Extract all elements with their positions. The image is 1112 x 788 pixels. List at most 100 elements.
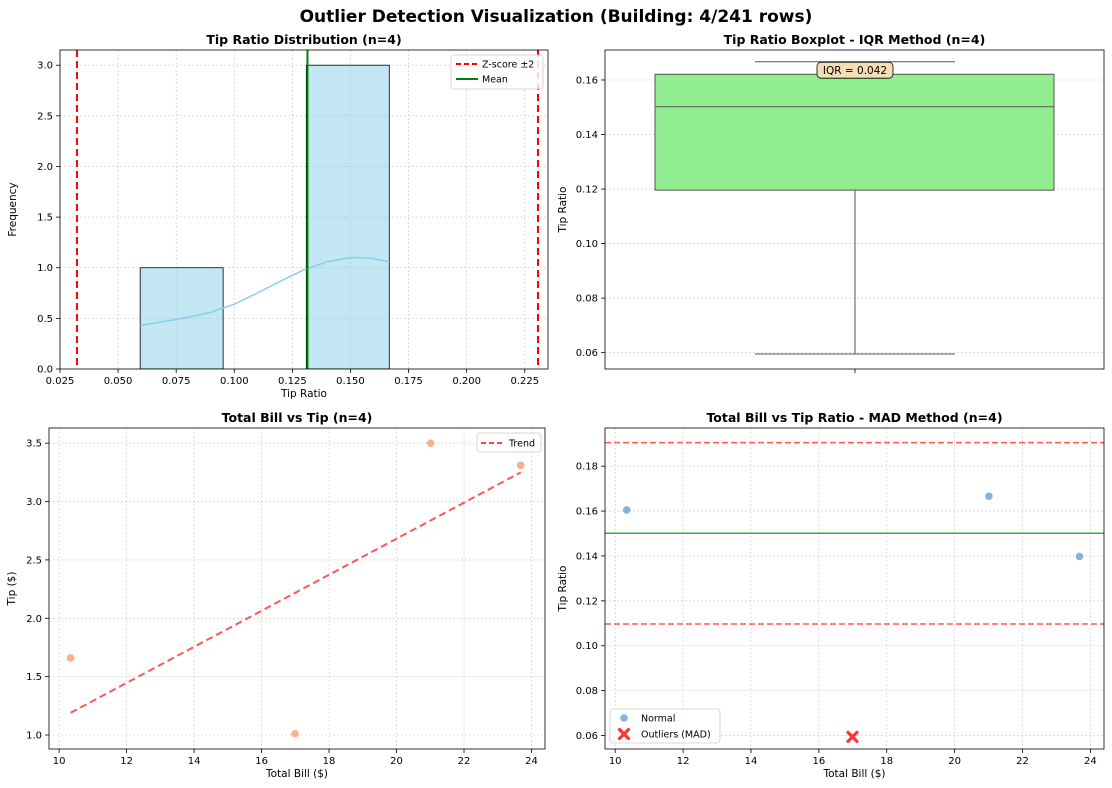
- plot-frame: [59, 49, 549, 370]
- chart-panel-3: 10 12 14 16 18 20 22 24 1.0 1.5 2.0 2.5 3.0 3.5 Total …: [6, 410, 546, 780]
- y-tick-label: 0.12: [576, 596, 598, 607]
- y-axis-label: Tip Ratio: [557, 187, 569, 234]
- plot-frame: [604, 49, 1105, 370]
- x-tick-label: 10: [53, 756, 66, 767]
- legend-label: Z-score ±2: [482, 60, 534, 71]
- x-tick-label: 16: [812, 756, 825, 767]
- y-tick-label: 0.14: [576, 130, 598, 141]
- y-tick-label: 1.5: [37, 213, 53, 224]
- y-tick-label: 0.16: [576, 507, 598, 518]
- x-tick-label: 0.025: [46, 376, 75, 387]
- scatter-point: [66, 654, 75, 662]
- legend-frame: [609, 708, 721, 744]
- legend-label: Mean: [482, 75, 508, 86]
- x-tick-label: 0.100: [220, 376, 249, 387]
- x-tick-label: 22: [458, 756, 471, 767]
- plot-frame: [604, 427, 1105, 750]
- y-tick-label: 1.5: [26, 672, 42, 683]
- legend: Trend: [476, 432, 542, 453]
- y-tick-label: 3.5: [26, 439, 42, 450]
- y-tick-label: 2.5: [37, 111, 53, 122]
- x-tick-label: 14: [188, 756, 201, 767]
- y-axis-label: Tip Ratio: [557, 566, 569, 613]
- y-tick-label: 0.5: [37, 314, 53, 325]
- outlier-point: [846, 730, 859, 743]
- x-tick-label: 0.075: [162, 376, 191, 387]
- plot-area: [654, 61, 1055, 355]
- legend-frame: [476, 432, 542, 453]
- y-tick-label: 2.0: [26, 614, 42, 625]
- chart-title: Tip Ratio Boxplot - IQR Method (n=4): [724, 32, 986, 47]
- legend-swatch: [620, 714, 628, 722]
- x-tick-label: 12: [120, 756, 133, 767]
- x-tick-label: 18: [880, 756, 893, 767]
- x-tick-label: 10: [609, 756, 622, 767]
- y-tick-label: 2.0: [37, 162, 53, 173]
- normal-point: [622, 506, 631, 514]
- x-tick-label: 0.125: [278, 376, 307, 387]
- chart-title: Tip Ratio Distribution (n=4): [206, 32, 401, 47]
- chart-panel-4: 10 12 14 16 18 20 22 24 0.06 0.08 0.10 0.12 0.14 0.16…: [557, 410, 1105, 780]
- y-tick-label: 0.12: [576, 185, 598, 196]
- x-tick-label: 24: [1084, 756, 1097, 767]
- y-tick-label: 0.08: [576, 686, 598, 697]
- x-axis-label: Tip Ratio: [280, 388, 327, 400]
- y-tick-label: 1.0: [26, 730, 42, 741]
- legend-label: Trend: [508, 439, 535, 450]
- legend-swatch: [617, 727, 631, 741]
- legend-label: Outliers (MAD): [641, 730, 711, 741]
- x-tick-label: 0.175: [394, 376, 423, 387]
- scatter-point: [516, 461, 525, 470]
- y-tick-label: 0.14: [576, 551, 598, 562]
- iqr-box: [654, 73, 1055, 191]
- chart-panel-1: 0.025 0.050 0.075 0.100 0.125 0.150 0.175 0.200…: [7, 32, 549, 400]
- x-tick-label: 20: [948, 756, 961, 767]
- y-tick-label: 3.0: [37, 61, 53, 72]
- legend: Normal Outliers (MAD): [609, 708, 721, 744]
- plot-area: [605, 441, 1104, 743]
- x-tick-label: 14: [745, 756, 758, 767]
- iqr-annotation-text: IQR = 0.042: [823, 65, 887, 77]
- normal-point: [1075, 552, 1084, 561]
- y-tick-label: 0.0: [37, 365, 53, 376]
- x-tick-label: 24: [525, 756, 538, 767]
- x-tick-label: 20: [390, 756, 403, 767]
- y-tick-label: 0.06: [576, 731, 598, 742]
- scatter-point: [291, 730, 299, 738]
- figure-title: Outlier Detection Visualization (Buildin…: [300, 7, 813, 27]
- y-tick-label: 0.10: [576, 239, 598, 250]
- x-tick-label: 0.150: [336, 376, 365, 387]
- x-tick-label: 16: [255, 756, 268, 767]
- legend: Z-score ±2 Mean: [450, 54, 544, 90]
- chart-title: Total Bill vs Tip (n=4): [222, 410, 373, 425]
- trend-line: [70, 471, 522, 714]
- histogram-bar: [305, 64, 390, 369]
- y-axis-label: Frequency: [7, 182, 19, 236]
- y-tick-label: 0.08: [576, 294, 598, 305]
- x-tick-label: 0.200: [452, 376, 481, 387]
- y-tick-label: 1.0: [37, 263, 53, 274]
- kde-curve: [140, 256, 390, 327]
- y-tick-label: 0.18: [576, 462, 598, 473]
- y-tick-label: 0.06: [576, 348, 598, 359]
- x-tick-label: 22: [1016, 756, 1029, 767]
- x-tick-label: 0.225: [510, 376, 539, 387]
- iqr-annotation: IQR = 0.042: [816, 61, 894, 79]
- plot-frame: [48, 427, 546, 750]
- x-tick-label: 12: [677, 756, 690, 767]
- x-axis-label: Total Bill ($): [265, 768, 328, 780]
- plot-area: [75, 50, 540, 369]
- iqr-annotation-box: [816, 61, 894, 79]
- x-tick-label: 18: [323, 756, 336, 767]
- y-axis-label: Tip ($): [6, 572, 18, 607]
- y-tick-label: 2.5: [26, 555, 42, 566]
- plot-area: [66, 439, 525, 738]
- x-tick-label: 0.050: [104, 376, 133, 387]
- scatter-point: [426, 439, 435, 447]
- chart-panel-2: IQR = 0.042 0.06 0.08 0.10 0.12 0.14 0.16 Tip R…: [557, 32, 1105, 373]
- normal-point: [985, 492, 993, 501]
- legend-label: Normal: [641, 714, 675, 725]
- chart-title: Total Bill vs Tip Ratio - MAD Method (n=…: [706, 410, 1002, 425]
- y-tick-label: 0.10: [576, 641, 598, 652]
